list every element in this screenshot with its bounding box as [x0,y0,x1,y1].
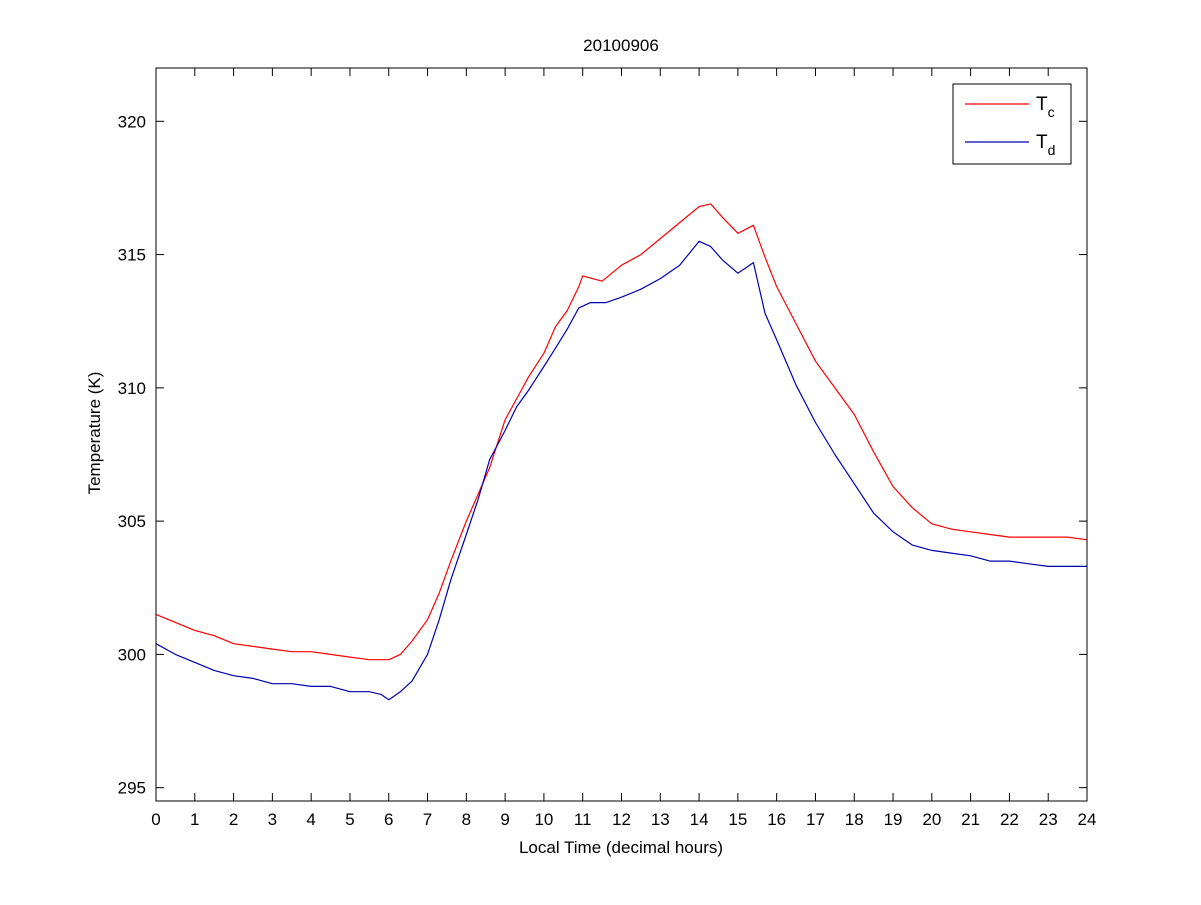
x-tick-label: 23 [1039,810,1058,829]
x-tick-label: 6 [384,810,393,829]
series-line-tc [155,203,1088,661]
x-tick-label: 22 [1000,810,1019,829]
x-tick-label: 9 [500,810,509,829]
x-tick-label: 21 [961,810,980,829]
plot-area [156,68,1087,801]
x-tick-label: 17 [806,810,825,829]
x-tick-label: 24 [1078,810,1097,829]
legend-label-tc: Tc [1036,94,1055,120]
x-tick-label: 16 [767,810,786,829]
x-tick-label: 0 [151,810,160,829]
x-tick-label: 7 [423,810,432,829]
x-tick-label: 18 [845,810,864,829]
y-axis-label: Temperature (K) [85,372,104,495]
series-line-td [155,240,1087,701]
y-tick-label: 305 [118,512,146,531]
x-axis-label: Local Time (decimal hours) [519,838,723,857]
series-layer [155,203,1088,701]
x-tick-label: 3 [268,810,277,829]
x-tick-label: 2 [229,810,238,829]
x-tick-label: 8 [462,810,471,829]
y-tick-label: 310 [118,379,146,398]
x-tick-label: 10 [534,810,553,829]
x-tick-label: 5 [345,810,354,829]
x-tick-label: 11 [574,810,592,829]
legend-box [952,83,1072,165]
legend-label-td: Td [1036,132,1055,158]
x-tick-label: 14 [690,810,709,829]
legend: Tc Td [952,83,1072,165]
x-tick-label: 1 [190,810,199,829]
y-tick-label: 315 [118,246,146,265]
x-tick-label: 19 [884,810,903,829]
x-tick-label: 12 [612,810,631,829]
y-tick-label: 320 [118,112,146,131]
y-tick-label: 300 [118,645,146,664]
x-tick-label: 4 [306,810,315,829]
x-tick-label: 15 [728,810,747,829]
y-tick-label: 295 [118,779,146,798]
axes-layer: 0 1 2 3 4 5 6 7 8 9 10 11 12 13 14 15 16 17 18 19 20 21 22 23 24… [118,67,1097,829]
plot-background [156,68,1087,801]
x-tick-label: 20 [922,810,941,829]
chart-title: 20100906 [583,36,659,55]
x-tick-label: 13 [651,810,670,829]
